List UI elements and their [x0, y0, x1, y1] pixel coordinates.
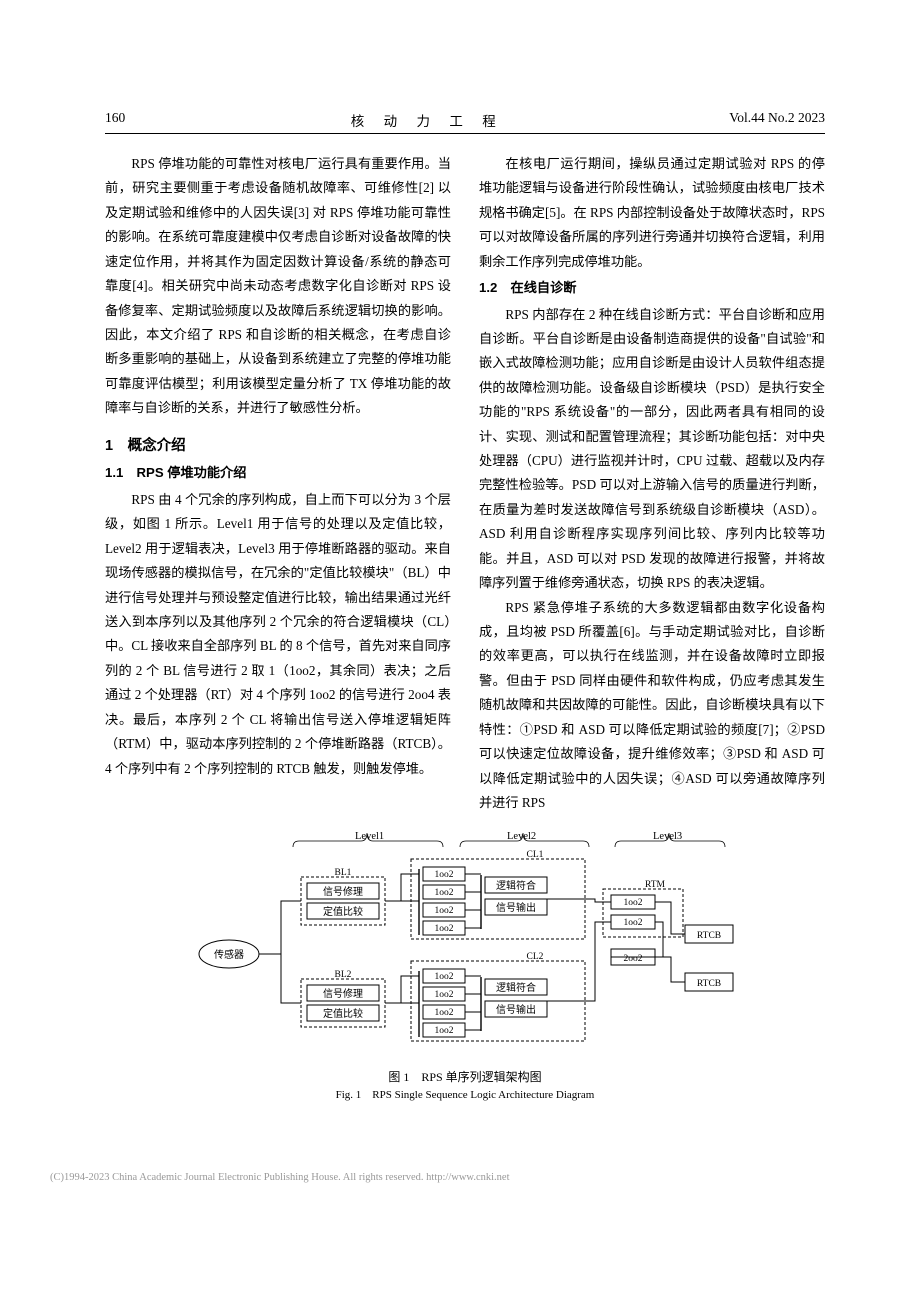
rtm-label: RTM: [645, 880, 666, 890]
cl2-logic: 逻辑符合: [496, 981, 536, 994]
v-1oo2: 1oo2: [435, 924, 454, 934]
cl2-out: 信号输出: [496, 1003, 536, 1016]
bl1-label: BL1: [335, 868, 352, 878]
figure-caption-cn: 图 1 RPS 单序列逻辑架构图: [105, 1068, 825, 1085]
rps-diagram: Level1 Level2 Level3 传感器 BL1 信号修理 定值比较 B…: [185, 829, 745, 1059]
journal-title: 核 动 力 工 程: [351, 110, 504, 130]
v-1oo2: 1oo2: [435, 1008, 454, 1018]
paragraph-diag: RPS 内部存在 2 种在线自诊断方式：平台自诊断和应用自诊断。平台自诊断是由设…: [479, 303, 825, 596]
cl1-label: CL1: [527, 850, 544, 860]
bl1-cmp: 定值比较: [323, 905, 363, 918]
v-1oo2: 1oo2: [435, 870, 454, 880]
cl1-logic: 逻辑符合: [496, 879, 536, 892]
section-1-1-heading: 1.1 RPS 停堆功能介绍: [105, 461, 451, 485]
sensor-node: 传感器: [214, 948, 244, 961]
level1-label: Level1: [355, 831, 384, 842]
body-columns: RPS 停堆功能的可靠性对核电厂运行具有重要作用。当前，研究主要侧重于考虑设备随…: [105, 152, 825, 815]
paragraph-operation: 在核电厂运行期间，操纵员通过定期试验对 RPS 的停堆功能逻辑与设备进行阶段性确…: [479, 152, 825, 274]
page-header: 160 核 动 力 工 程 Vol.44 No.2 2023: [105, 110, 825, 134]
paragraph-rps: RPS 由 4 个冗余的序列构成，自上而下可以分为 3 个层级，如图 1 所示。…: [105, 488, 451, 781]
section-1-heading: 1 概念介绍: [105, 433, 451, 460]
bl2-fix: 信号修理: [323, 987, 363, 1000]
level3-label: Level3: [653, 831, 682, 842]
copyright-footer: (C)1994-2023 China Academic Journal Elec…: [0, 1132, 920, 1203]
v-1oo2: 1oo2: [435, 888, 454, 898]
rtcb-2: RTCB: [697, 979, 721, 989]
v-1oo2: 1oo2: [435, 990, 454, 1000]
voting-1oo2-cl1: 1oo2 1oo2 1oo2 1oo2: [419, 867, 465, 935]
paragraph-intro: RPS 停堆功能的可靠性对核电厂运行具有重要作用。当前，研究主要侧重于考虑设备随…: [105, 152, 451, 421]
paragraph-psd: RPS 紧急停堆子系统的大多数逻辑都由数字化设备构成，且均被 PSD 所覆盖[6…: [479, 596, 825, 816]
cl1-out: 信号输出: [496, 901, 536, 914]
bl1-fix: 信号修理: [323, 885, 363, 898]
figure-caption-en: Fig. 1 RPS Single Sequence Logic Archite…: [105, 1086, 825, 1102]
rtcb-1: RTCB: [697, 931, 721, 941]
v-1oo2: 1oo2: [435, 906, 454, 916]
rtm-1oo2: 1oo2: [624, 918, 643, 928]
rtm-1oo2: 1oo2: [624, 898, 643, 908]
voting-1oo2-cl2: 1oo2 1oo2 1oo2 1oo2: [419, 969, 465, 1037]
cl2-label: CL2: [527, 952, 544, 962]
v-1oo2: 1oo2: [435, 1026, 454, 1036]
bl2-cmp: 定值比较: [323, 1007, 363, 1020]
issue-info: Vol.44 No.2 2023: [729, 110, 825, 130]
level2-label: Level2: [507, 831, 536, 842]
v-2oo2: 2oo2: [624, 954, 643, 964]
page-number: 160: [105, 110, 125, 130]
v-1oo2: 1oo2: [435, 972, 454, 982]
bl2-label: BL2: [335, 970, 352, 980]
figure-1: Level1 Level2 Level3 传感器 BL1 信号修理 定值比较 B…: [105, 829, 825, 1102]
section-1-2-heading: 1.2 在线自诊断: [479, 276, 825, 300]
